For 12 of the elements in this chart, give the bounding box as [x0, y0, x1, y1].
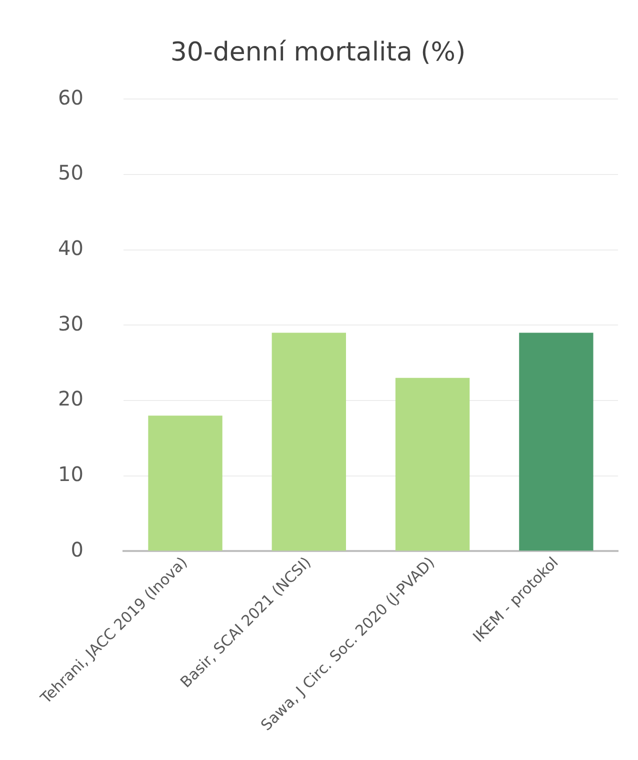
y-tick-label: 40: [58, 236, 84, 260]
y-tick-label: 0: [70, 537, 84, 562]
bar: [395, 378, 470, 551]
y-tick-label: 30: [58, 311, 84, 336]
bar: [148, 416, 222, 551]
y-tick-label: 10: [58, 462, 84, 486]
y-tick-label: 50: [58, 160, 84, 185]
y-tick-label: 60: [58, 85, 84, 110]
bar: [519, 332, 594, 551]
chart-title: 30-denní mortalita (%): [170, 37, 466, 68]
y-tick-label: 20: [58, 386, 84, 411]
bar: [272, 332, 346, 551]
